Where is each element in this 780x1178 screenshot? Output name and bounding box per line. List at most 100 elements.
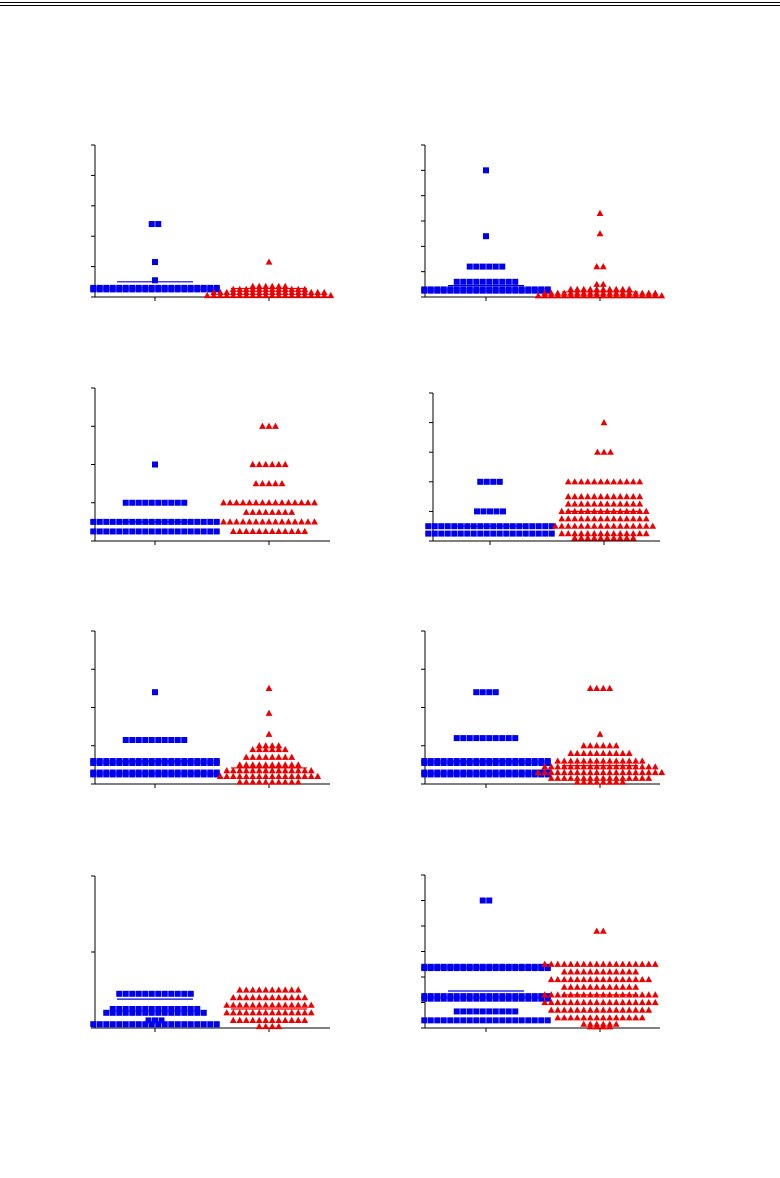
data-point-square	[529, 523, 536, 530]
data-point-triangle	[275, 460, 283, 468]
data-point-triangle	[645, 975, 653, 983]
data-point-triangle	[567, 749, 575, 756]
data-point-square	[431, 530, 438, 537]
data-point-triangle	[573, 975, 581, 983]
data-point-triangle	[558, 522, 566, 529]
data-point-triangle	[307, 772, 315, 779]
data-point-square	[148, 771, 155, 778]
data-point-triangle	[606, 983, 614, 990]
data-point-square	[174, 286, 181, 293]
data-point-triangle	[564, 478, 572, 485]
data-point-square	[474, 508, 480, 515]
data-point-triangle	[632, 1014, 640, 1021]
data-point-triangle	[236, 778, 244, 785]
data-point-triangle	[651, 768, 659, 776]
data-point-triangle	[216, 772, 224, 779]
data-point-triangle	[268, 1022, 276, 1030]
data-point-triangle	[275, 772, 283, 779]
data-point-triangle	[593, 1014, 601, 1021]
data-point-triangle	[638, 1014, 646, 1021]
data-point-triangle	[255, 527, 263, 535]
data-point-square	[473, 287, 480, 294]
data-point-square	[529, 530, 536, 537]
data-point-square	[213, 1021, 220, 1028]
data-point-triangle	[619, 998, 627, 1006]
data-point-square	[509, 530, 516, 537]
data-point-triangle	[560, 774, 568, 781]
data-point-triangle	[596, 209, 604, 216]
data-point-square	[109, 771, 116, 778]
data-point-square	[187, 1006, 194, 1012]
data-point-triangle	[610, 478, 618, 485]
data-point-square	[187, 286, 194, 293]
data-point-triangle	[642, 507, 650, 514]
scatter-panel-2	[421, 144, 666, 301]
data-point-square	[96, 518, 103, 525]
data-point-triangle	[262, 986, 270, 993]
data-point-triangle	[596, 730, 604, 737]
data-point-triangle	[606, 998, 614, 1006]
data-point-square	[438, 530, 445, 537]
data-point-square	[135, 771, 142, 778]
data-point-square	[500, 508, 506, 515]
data-point-triangle	[255, 291, 263, 299]
data-point-triangle	[242, 753, 250, 760]
data-point-triangle	[229, 994, 237, 1001]
data-point-triangle	[301, 994, 309, 1001]
data-point-triangle	[593, 749, 601, 756]
data-point-square	[477, 478, 484, 485]
data-point-triangle	[229, 772, 237, 779]
data-point-triangle	[580, 292, 588, 299]
data-point-triangle	[651, 763, 659, 770]
data-point-triangle	[619, 1014, 627, 1021]
data-point-triangle	[612, 768, 620, 776]
data-point-triangle	[262, 772, 270, 779]
data-point-square	[453, 287, 460, 294]
data-point-square	[518, 771, 525, 778]
data-point-square	[116, 1006, 123, 1012]
data-point-triangle	[625, 749, 633, 756]
data-point-triangle	[255, 745, 263, 753]
data-point-square	[544, 759, 551, 766]
data-point-triangle	[612, 1020, 620, 1027]
data-point-square	[90, 518, 97, 525]
data-point-triangle	[636, 493, 644, 500]
data-point-square	[109, 286, 116, 293]
data-point-triangle	[580, 1014, 588, 1021]
data-point-triangle	[632, 292, 640, 299]
data-point-square	[129, 499, 136, 506]
data-point-square	[155, 286, 162, 293]
data-point-square	[512, 1017, 519, 1024]
data-point-square	[129, 528, 136, 535]
data-point-triangle	[560, 975, 568, 983]
data-point-square	[453, 759, 460, 766]
data-point-triangle	[606, 1014, 614, 1021]
data-point-triangle	[586, 757, 594, 764]
data-point-triangle	[255, 986, 263, 993]
data-point-square	[174, 1021, 181, 1028]
data-point-triangle	[281, 772, 289, 779]
data-point-triangle	[600, 419, 608, 426]
data-point-triangle	[554, 991, 562, 998]
data-point-triangle	[651, 292, 659, 299]
data-point-triangle	[262, 527, 270, 535]
data-point-square	[142, 737, 149, 744]
data-point-triangle	[564, 500, 572, 507]
data-point-triangle	[262, 1001, 270, 1008]
data-point-triangle	[307, 291, 315, 299]
data-point-triangle	[558, 515, 566, 522]
data-point-triangle	[265, 684, 273, 691]
data-point-triangle	[571, 530, 579, 537]
data-point-square	[142, 1021, 149, 1028]
data-point-triangle	[629, 522, 637, 529]
data-point-square	[473, 1017, 480, 1024]
data-point-square	[438, 523, 445, 530]
data-point-square	[161, 737, 168, 744]
data-point-triangle	[623, 534, 631, 541]
data-point-triangle	[275, 1022, 283, 1030]
data-point-triangle	[268, 1016, 276, 1023]
data-point-triangle	[547, 960, 555, 967]
data-point-square	[155, 1021, 162, 1028]
data-point-triangle	[642, 530, 650, 537]
data-point-triangle	[632, 763, 640, 770]
